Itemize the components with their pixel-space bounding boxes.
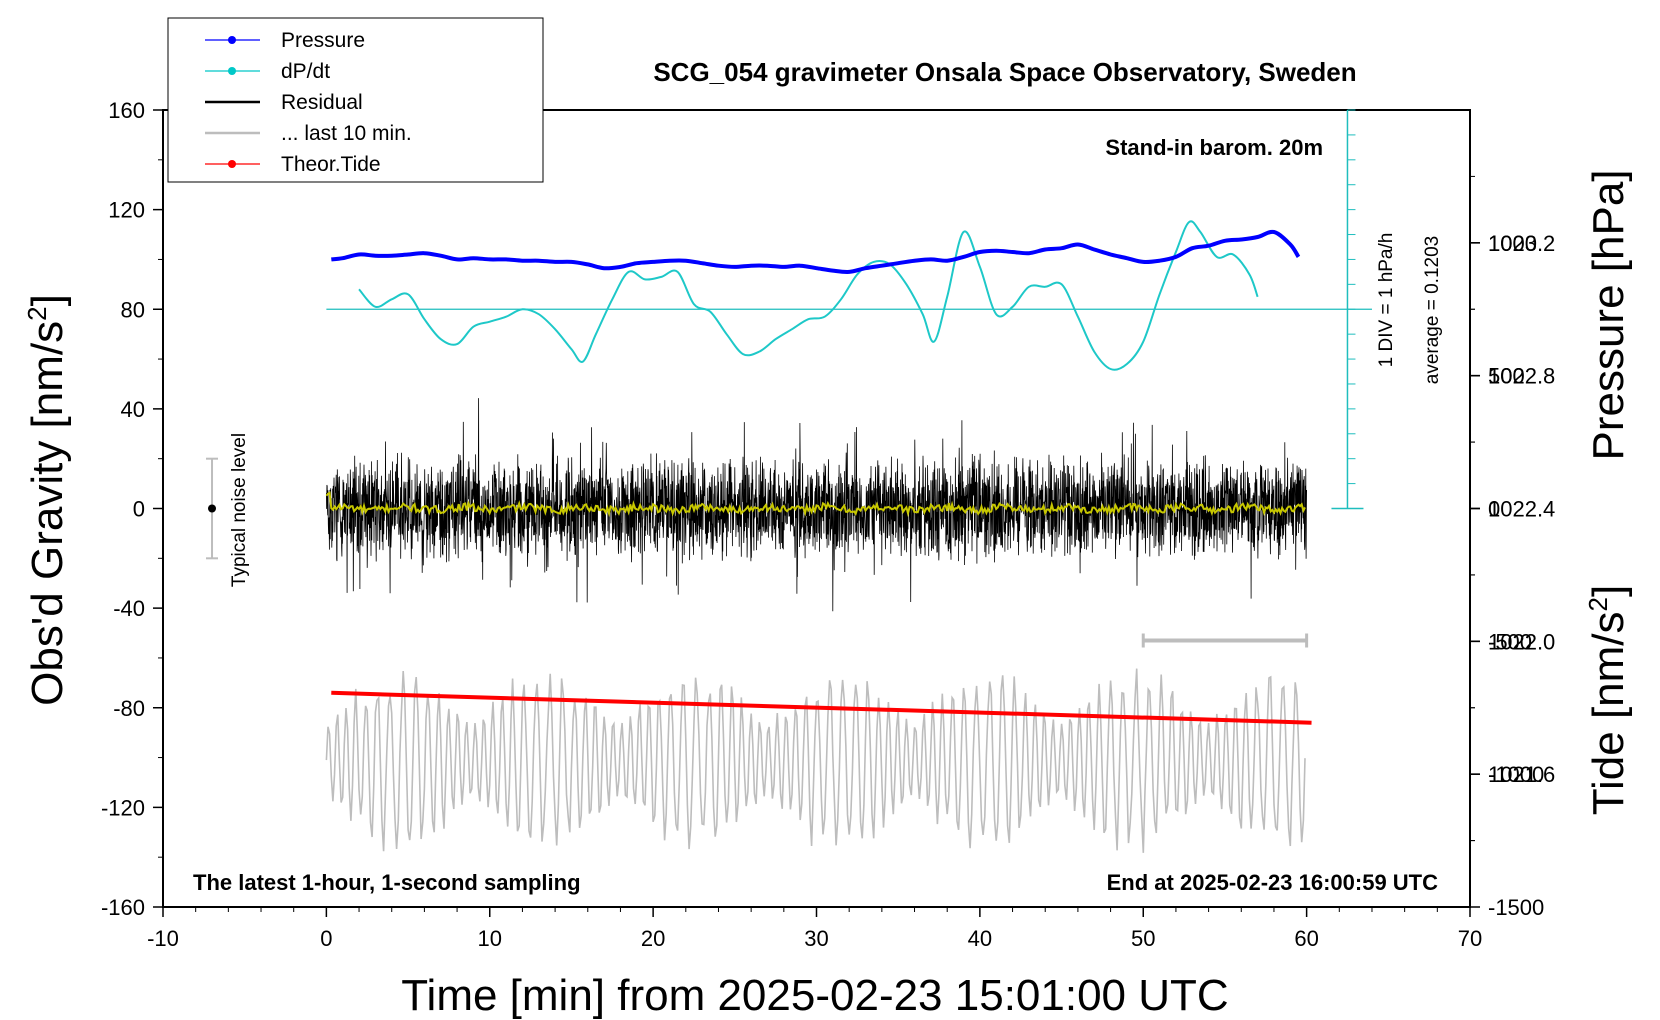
pressure-tick-label: 1022.8 <box>1488 364 1555 389</box>
noise-bar-center <box>208 504 217 513</box>
y-tick-label: 0 <box>133 497 145 522</box>
x-tick-label: 50 <box>1131 926 1155 951</box>
y-tick-label: 120 <box>108 198 145 223</box>
x-tick-label: 20 <box>641 926 665 951</box>
x-axis-title: Time [min] from 2025-02-23 15:01:00 UTC <box>401 971 1228 1020</box>
legend-label: dP/dt <box>281 60 330 83</box>
x-tick-label: 30 <box>804 926 828 951</box>
tide-tick-label: -1000 <box>1488 762 1544 787</box>
pressure-tick-label: 1022.4 <box>1488 497 1555 522</box>
axis-ticks: -10 0 10 20 30 40 50 60 70 160 120 80 40 0 -40 -80 -120 -… <box>101 98 1555 951</box>
x-tick-label: 70 <box>1458 926 1482 951</box>
chart-title: SCG_054 gravimeter Onsala Space Observat… <box>653 57 1356 87</box>
pressure-tick-label: 1021.6 <box>1488 762 1555 787</box>
y-axis-title-tide-sup: 2 <box>1583 597 1613 611</box>
theor-tide-line <box>331 690 1312 725</box>
y-tick-label: -80 <box>113 696 145 721</box>
div-note: 1 DIV = 1 hPa/h <box>1376 233 1397 368</box>
pressure-tick-label: 1022.0 <box>1488 629 1555 654</box>
barometer-note: Stand-in barom. 20m <box>1105 135 1323 160</box>
tide-tick-label: 1000 <box>1488 231 1537 256</box>
series-layer <box>206 109 1372 725</box>
y-axis-title-tide-main: Tide [nm/s <box>1584 611 1633 815</box>
residual-smoothed-line <box>325 491 1306 518</box>
legend: Pressure dP/dt Residual ... last 10 min. The… <box>167 17 544 183</box>
legend-marker <box>228 67 236 75</box>
x-tick-label: 40 <box>968 926 992 951</box>
tide-tick-label: -1500 <box>1488 895 1544 920</box>
y-tick-label: -120 <box>101 795 145 820</box>
x-tick-label: 0 <box>320 926 332 951</box>
tide-tick-label: 0 <box>1488 497 1500 522</box>
y-tick-label: 160 <box>108 98 145 123</box>
y-axis-title-pressure: Pressure [hPa] <box>1584 169 1633 460</box>
y-axis-title-tide-end: ] <box>1584 585 1633 597</box>
bottom-left-note: The latest 1-hour, 1-second sampling <box>193 870 581 895</box>
residual-line <box>326 398 1307 612</box>
last-10-min-line <box>325 668 1306 853</box>
legend-marker <box>228 36 236 44</box>
last-10-min-series <box>325 668 1306 853</box>
y-tick-label: -40 <box>113 596 145 621</box>
x-tick-label: 60 <box>1294 926 1318 951</box>
y-tick-label: -160 <box>101 895 145 920</box>
noise-level-label: Typical noise level <box>229 433 250 587</box>
legend-label: Theor.Tide <box>281 153 381 176</box>
legend-box <box>167 17 544 183</box>
legend-marker <box>228 160 236 168</box>
tide-tick-label: -500 <box>1488 629 1532 654</box>
y-axis-title-left-main: Obs'd Gravity [nm/s <box>23 321 72 706</box>
y-axis-title-left-sup: 2 <box>22 306 52 320</box>
y-tick-label: 40 <box>121 397 145 422</box>
y-tick-label: 80 <box>121 297 145 322</box>
pressure-tick-label: 1023.2 <box>1488 231 1555 256</box>
residual-series <box>325 398 1307 612</box>
legend-label: Pressure <box>281 29 365 52</box>
dpdt-line <box>358 220 1259 371</box>
legend-label: Residual <box>281 91 363 114</box>
y-axis-title-left-end: ] <box>23 294 72 306</box>
average-note: average = 0.1203 <box>1422 236 1443 384</box>
legend-label: ... last 10 min. <box>281 122 412 145</box>
y-axis-title-left: Obs'd Gravity [nm/s2] <box>22 294 72 706</box>
x-tick-label: -10 <box>147 926 179 951</box>
x-tick-label: 10 <box>478 926 502 951</box>
y-axis-title-tide: Tide [nm/s2] <box>1583 585 1633 815</box>
pressure-line <box>331 229 1301 274</box>
bottom-right-note: End at 2025-02-23 16:00:59 UTC <box>1107 870 1438 895</box>
tide-tick-label: 500 <box>1488 364 1525 389</box>
